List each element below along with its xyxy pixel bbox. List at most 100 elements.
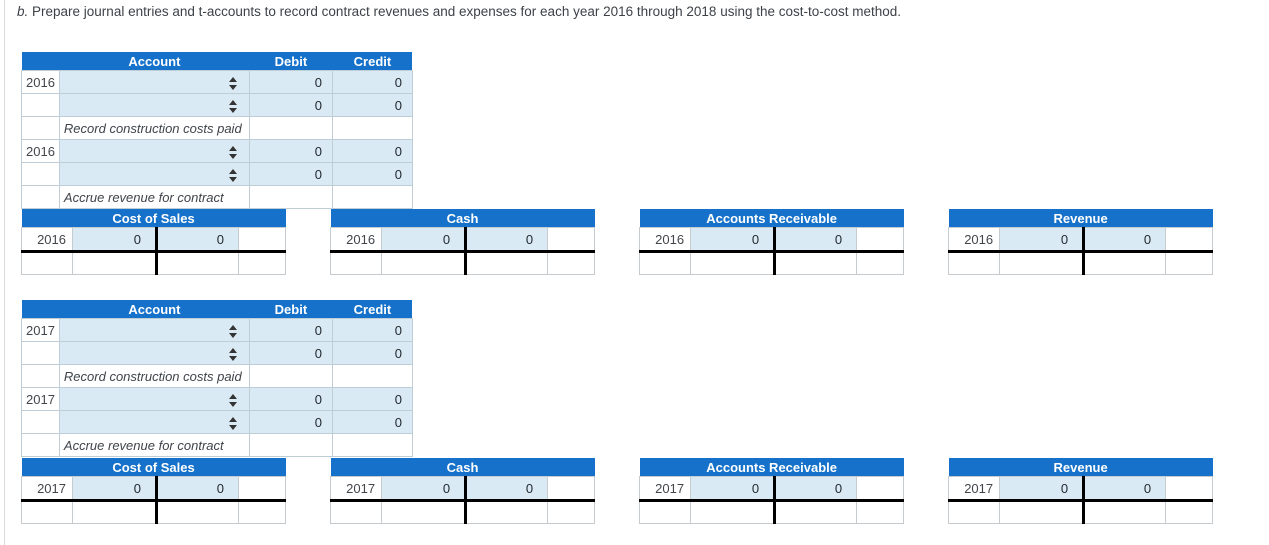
- account-select[interactable]: [58, 410, 250, 434]
- debit-input[interactable]: 0: [248, 93, 333, 117]
- account-column-header: Account: [59, 52, 250, 71]
- t-accounts-row-2016: Cost of Sales 2016 0 0 Cash: [21, 209, 1214, 275]
- t-credit-input[interactable]: 0: [156, 227, 239, 253]
- t-account-title: Cost of Sales: [21, 458, 286, 477]
- debit-input[interactable]: 0: [248, 139, 333, 163]
- account-select[interactable]: [58, 139, 250, 163]
- account-select[interactable]: [58, 318, 250, 342]
- year-cell: 2016: [21, 139, 60, 163]
- blank-cell: [639, 251, 692, 275]
- blank-cell: [690, 251, 777, 275]
- blank-cell: [1165, 227, 1214, 253]
- debit-input[interactable]: 0: [248, 341, 333, 365]
- blank-cell: [381, 500, 468, 524]
- t-debit-input[interactable]: 0: [72, 476, 158, 502]
- t-credit-input[interactable]: 0: [465, 476, 549, 502]
- journal-entry-row: 0 0: [21, 93, 413, 117]
- year-cell: [21, 433, 60, 457]
- journal-entry-row: 2017 0 0: [21, 318, 413, 342]
- blank-cell: [21, 251, 73, 275]
- t-account-title: Revenue: [948, 209, 1213, 228]
- year-cell: [21, 364, 60, 388]
- credit-input[interactable]: 0: [331, 139, 413, 163]
- blank-cell: [331, 364, 413, 388]
- t-debit-input[interactable]: 0: [999, 476, 1086, 502]
- blank-cell: [1165, 500, 1214, 524]
- journal-entry-row: 2017 0 0: [21, 387, 413, 411]
- t-account-title: Cost of Sales: [21, 209, 286, 228]
- blank-cell: [248, 116, 333, 140]
- account-select[interactable]: [58, 93, 250, 117]
- t-debit-input[interactable]: 0: [690, 476, 777, 502]
- blank-cell: [1165, 251, 1214, 275]
- blank-cell: [465, 500, 549, 524]
- credit-column-header: Credit: [332, 52, 413, 71]
- t-account-title: Cash: [330, 209, 595, 228]
- credit-input[interactable]: 0: [331, 70, 413, 94]
- debit-column-header: Debit: [249, 52, 333, 71]
- credit-input[interactable]: 0: [331, 410, 413, 434]
- select-arrows-icon: [228, 99, 237, 113]
- credit-input[interactable]: 0: [331, 341, 413, 365]
- year-cell: [21, 93, 60, 117]
- blank-cell: [248, 185, 333, 209]
- select-arrows-icon: [228, 76, 237, 90]
- credit-input[interactable]: 0: [331, 162, 413, 186]
- t-debit-input[interactable]: 0: [72, 227, 158, 253]
- t-credit-input[interactable]: 0: [1083, 227, 1167, 253]
- credit-input[interactable]: 0: [331, 318, 413, 342]
- blank-cell: [331, 433, 413, 457]
- debit-column-header: Debit: [249, 300, 333, 319]
- journal-memo-row: Record construction costs paid: [21, 116, 413, 140]
- memo-text: Record construction costs paid: [58, 116, 250, 140]
- credit-input[interactable]: 0: [331, 387, 413, 411]
- instruction-body: Prepare journal entries and t-accounts t…: [28, 4, 902, 19]
- blank-cell: [156, 251, 239, 275]
- t-credit-input[interactable]: 0: [156, 476, 239, 502]
- blank-cell: [547, 500, 596, 524]
- select-arrows-icon: [228, 145, 237, 159]
- t-debit-input[interactable]: 0: [381, 227, 468, 253]
- year-column-header: [21, 52, 60, 71]
- journal-memo-row: Accrue revenue for contract: [21, 185, 413, 209]
- t-account-cost-of-sales: Cost of Sales 2016 0 0: [21, 209, 287, 275]
- journal-memo-row: Record construction costs paid: [21, 364, 413, 388]
- debit-input[interactable]: 0: [248, 70, 333, 94]
- blank-cell: [856, 476, 905, 502]
- year-cell: 2017: [21, 318, 60, 342]
- debit-input[interactable]: 0: [248, 162, 333, 186]
- t-debit-input[interactable]: 0: [999, 227, 1086, 253]
- account-select[interactable]: [58, 162, 250, 186]
- journal-entry-row: 0 0: [21, 410, 413, 434]
- blank-cell: [774, 251, 858, 275]
- t-account-cash: Cash 2017 0 0: [330, 458, 596, 524]
- account-select[interactable]: [58, 70, 250, 94]
- account-select[interactable]: [58, 387, 250, 411]
- blank-cell: [331, 116, 413, 140]
- journal-memo-row: Accrue revenue for contract: [21, 433, 413, 457]
- t-account-title: Accounts Receivable: [639, 458, 904, 477]
- year-cell: [21, 185, 60, 209]
- t-credit-input[interactable]: 0: [774, 227, 858, 253]
- t-credit-input[interactable]: 0: [1083, 476, 1167, 502]
- journal-entry-row: 0 0: [21, 162, 413, 186]
- account-column-header: Account: [59, 300, 250, 319]
- debit-input[interactable]: 0: [248, 410, 333, 434]
- select-arrows-icon: [228, 393, 237, 407]
- t-account-accounts-receivable: Accounts Receivable 2016 0 0: [639, 209, 905, 275]
- journal-entry-row: 2016 0 0: [21, 70, 413, 94]
- journal-header-row: Account Debit Credit: [21, 52, 413, 71]
- debit-input[interactable]: 0: [248, 387, 333, 411]
- select-arrows-icon: [228, 168, 237, 182]
- t-credit-input[interactable]: 0: [774, 476, 858, 502]
- credit-input[interactable]: 0: [331, 93, 413, 117]
- debit-input[interactable]: 0: [248, 318, 333, 342]
- t-debit-input[interactable]: 0: [381, 476, 468, 502]
- account-select[interactable]: [58, 341, 250, 365]
- blank-cell: [330, 251, 383, 275]
- t-credit-input[interactable]: 0: [465, 227, 549, 253]
- year-cell: [21, 410, 60, 434]
- year-cell: [21, 116, 60, 140]
- t-debit-input[interactable]: 0: [690, 227, 777, 253]
